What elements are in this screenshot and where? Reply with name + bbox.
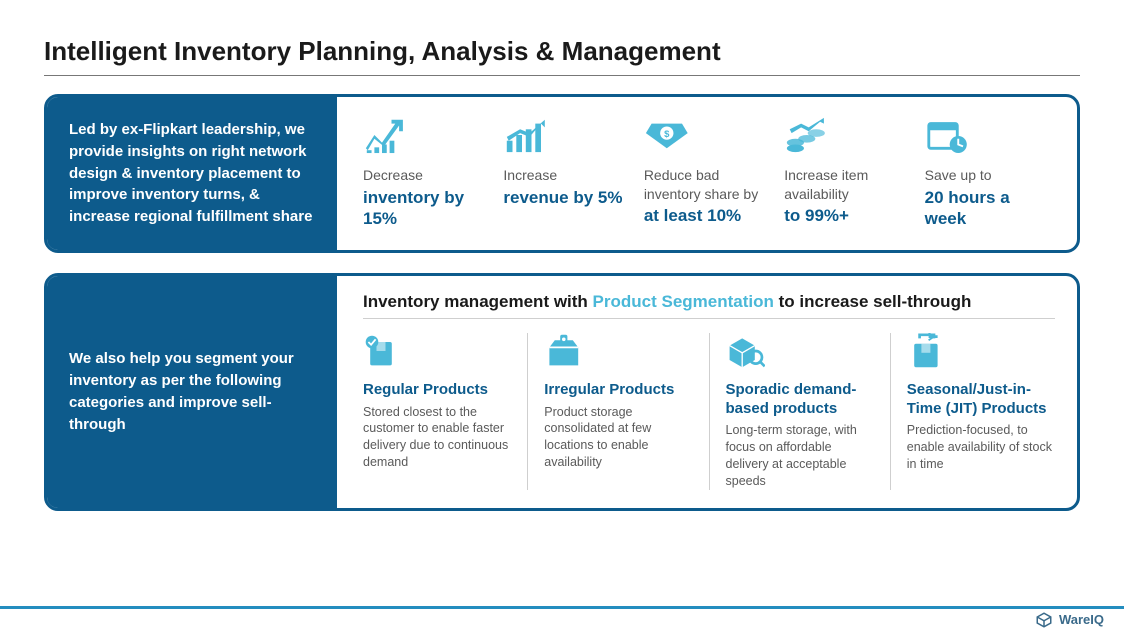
segmentation-panel: We also help you segment your inventory … <box>44 273 1080 511</box>
segment-title: Irregular Products <box>544 381 692 400</box>
metrics-panel-lead: Led by ex-Flipkart leadership, we provid… <box>47 97 337 250</box>
availability-icon <box>784 116 914 156</box>
brand-name: WareIQ <box>1059 612 1104 627</box>
segment-item: Regular Products Stored closest to the c… <box>363 333 528 490</box>
metric-text-top: Save up to <box>925 166 1055 185</box>
segment-item: Seasonal/Just-in-Time (JIT) Products Pre… <box>891 333 1055 490</box>
metric-text-value: 20 hours a week <box>925 187 1055 230</box>
page-title: Intelligent Inventory Planning, Analysis… <box>44 36 1080 76</box>
segmentation-heading-prefix: Inventory management with <box>363 292 593 311</box>
segments-row: Regular Products Stored closest to the c… <box>363 333 1055 490</box>
revenue-up-icon <box>503 116 633 156</box>
metric-text-value: revenue by 5% <box>503 187 633 208</box>
metric-text-top: Increase item availability <box>784 166 914 204</box>
regular-products-icon <box>363 333 511 373</box>
footer: WareIQ <box>0 606 1124 632</box>
metric-text-top: Reduce bad inventory share by <box>644 166 774 204</box>
metric-text-value: to 99%+ <box>784 205 914 226</box>
segmentation-heading: Inventory management with Product Segmen… <box>363 292 1055 319</box>
sporadic-products-icon <box>726 333 874 373</box>
metrics-panel: Led by ex-Flipkart leadership, we provid… <box>44 94 1080 253</box>
time-saved-icon <box>925 116 1055 156</box>
segment-item: Irregular Products Product storage conso… <box>528 333 709 490</box>
segment-desc: Long-term storage, with focus on afforda… <box>726 422 874 490</box>
segment-title: Seasonal/Just-in-Time (JIT) Products <box>907 381 1055 419</box>
metric-item: $ Reduce bad inventory share by at least… <box>644 116 774 229</box>
irregular-products-icon <box>544 333 692 373</box>
metric-text-top: Decrease <box>363 166 493 185</box>
segment-desc: Product storage consolidated at few loca… <box>544 404 692 472</box>
metric-item: Decrease inventory by 15% <box>363 116 493 229</box>
segmentation-panel-lead: We also help you segment your inventory … <box>47 276 337 508</box>
segment-item: Sporadic demand-based products Long-term… <box>710 333 891 490</box>
metric-text-value: inventory by 15% <box>363 187 493 230</box>
metric-item: Save up to 20 hours a week <box>925 116 1055 229</box>
segment-title: Sporadic demand-based products <box>726 381 874 419</box>
metric-text-top: Increase <box>503 166 633 185</box>
svg-text:$: $ <box>664 129 670 140</box>
segmentation-heading-suffix: to increase sell-through <box>774 292 971 311</box>
inventory-down-icon <box>363 116 493 156</box>
metric-text-value: at least 10% <box>644 205 774 226</box>
segment-desc: Prediction-focused, to enable availabili… <box>907 422 1055 473</box>
metric-item: Increase revenue by 5% <box>503 116 633 229</box>
metric-item: Increase item availability to 99%+ <box>784 116 914 229</box>
segment-desc: Stored closest to the customer to enable… <box>363 404 511 472</box>
seasonal-products-icon <box>907 333 1055 373</box>
bad-inventory-icon: $ <box>644 116 774 156</box>
segment-title: Regular Products <box>363 381 511 400</box>
segmentation-heading-accent: Product Segmentation <box>593 292 774 311</box>
brand-logo: WareIQ <box>1035 611 1104 629</box>
metrics-row: Decrease inventory by 15% Increase reven… <box>363 116 1055 229</box>
